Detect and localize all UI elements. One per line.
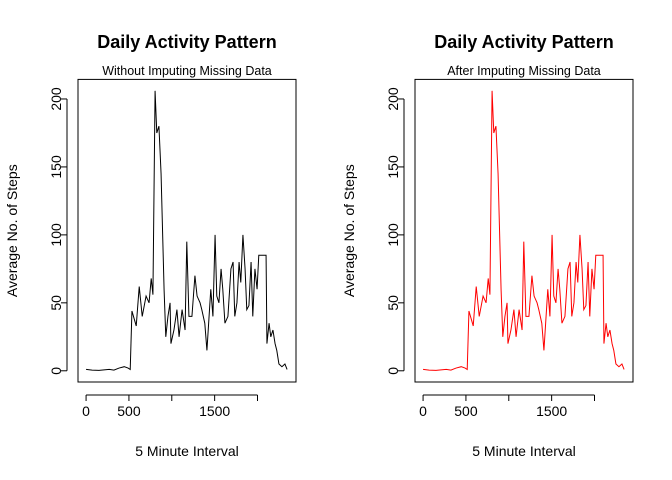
- x-tick-label: 500: [454, 403, 478, 419]
- x-axis-label: 5 Minute Interval: [472, 443, 576, 459]
- y-tick-label: 200: [48, 87, 64, 111]
- plot-box: [414, 78, 634, 383]
- data-line: [86, 90, 288, 371]
- y-tick-label: 0: [48, 367, 64, 375]
- y-tick-label: 50: [385, 295, 401, 311]
- y-tick-label: 150: [385, 155, 401, 179]
- y-tick-label: 100: [385, 223, 401, 247]
- y-axis-label: Average No. of Steps: [4, 164, 20, 297]
- y-tick-label: 150: [48, 155, 64, 179]
- chart-subtitle: Without Imputing Missing Data: [102, 64, 272, 78]
- panel: Daily Activity Pattern After Imputing Mis…: [341, 32, 634, 459]
- panel: Daily Activity Pattern Without Imputing M…: [4, 32, 297, 459]
- y-tick-label: 100: [48, 223, 64, 247]
- x-axis-label: 5 Minute Interval: [135, 443, 239, 459]
- x-tick-label: 0: [82, 403, 90, 419]
- x-tick-label: 500: [117, 403, 141, 419]
- data-line: [423, 90, 625, 371]
- x-tick-label: 0: [419, 403, 427, 419]
- chart-subtitle: After Imputing Missing Data: [447, 64, 601, 78]
- plot-box: [77, 78, 297, 383]
- y-tick-label: 0: [385, 367, 401, 375]
- chart-title: Daily Activity Pattern: [434, 32, 613, 52]
- y-axis-label: Average No. of Steps: [341, 164, 357, 297]
- x-tick-label: 1500: [536, 403, 567, 419]
- y-tick-label: 50: [48, 295, 64, 311]
- chart-title: Daily Activity Pattern: [97, 32, 276, 52]
- y-tick-label: 200: [385, 87, 401, 111]
- x-tick-label: 1500: [199, 403, 230, 419]
